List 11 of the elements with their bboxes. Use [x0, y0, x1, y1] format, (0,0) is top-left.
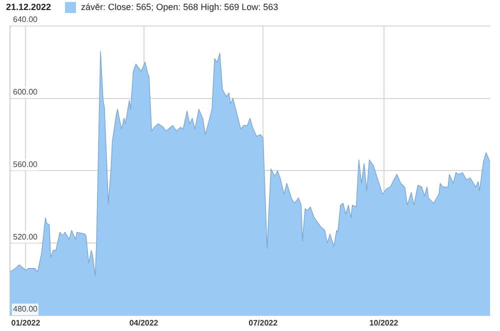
y-tick-label: 480.00: [13, 304, 38, 314]
x-tick-label: 04/2022: [129, 318, 159, 328]
y-tick-label: 600.00: [13, 88, 38, 97]
y-tick-label: 520.00: [13, 232, 38, 242]
y-tick-label: 640.00: [13, 15, 38, 24]
x-tick-label: 10/2022: [369, 318, 399, 328]
x-tick-label: 01/2022: [11, 318, 41, 328]
y-tick-label: 560.00: [13, 160, 38, 169]
legend-label: závěr: Close: 565; Open: 568 High: 569 Low: 563: [81, 2, 278, 12]
x-tick-label: 07/2022: [248, 318, 278, 328]
chart-title: 21.12.2022: [6, 2, 52, 12]
